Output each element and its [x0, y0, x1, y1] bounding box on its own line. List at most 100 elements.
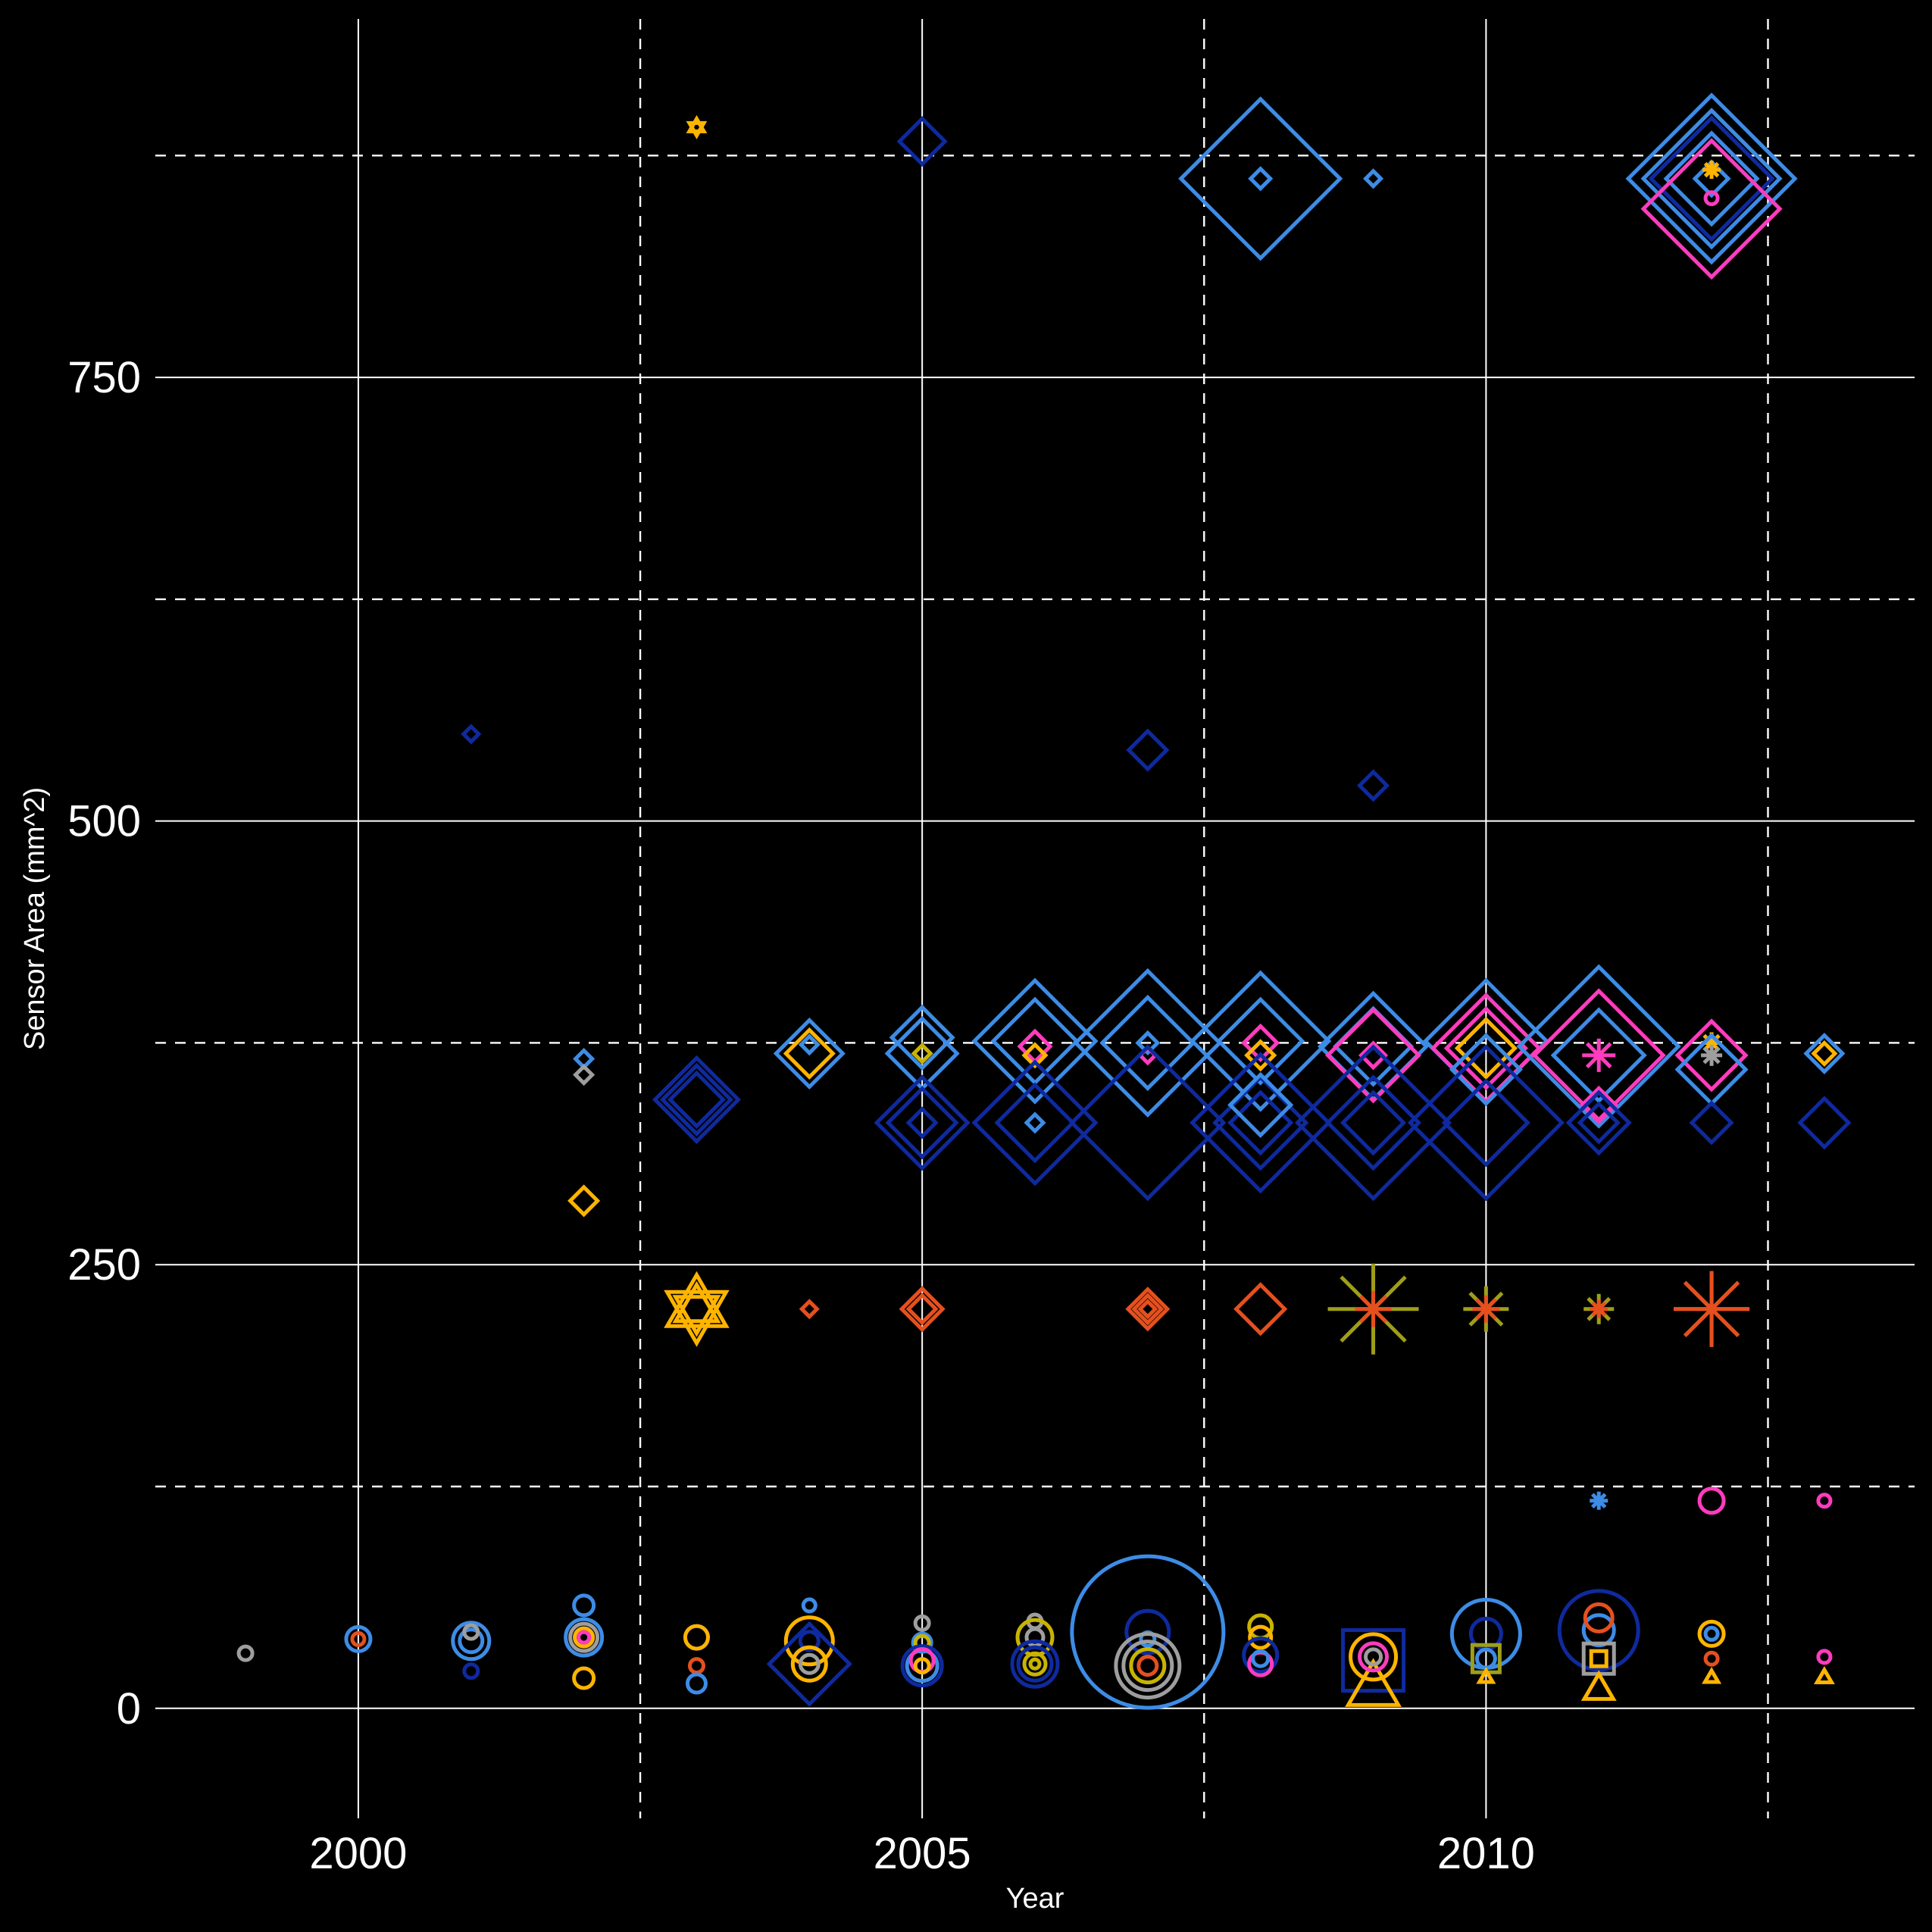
data-point-diamond [1625, 92, 1798, 265]
data-point-diamond [1227, 1071, 1294, 1138]
data-point-circle [564, 1617, 605, 1658]
data-point-circle [1124, 1608, 1171, 1655]
data-point-triangle [1345, 1658, 1402, 1707]
data-point-circle [1703, 1625, 1720, 1642]
data-point-circle [1697, 1619, 1726, 1648]
data-point-diamond [1692, 159, 1731, 199]
data-point-diamond [911, 1042, 933, 1065]
data-point-diamond [659, 1062, 733, 1136]
data-point-diamond [1125, 1286, 1171, 1332]
data-point-diamond [1663, 130, 1760, 227]
data-point-asterisk [1590, 1299, 1608, 1318]
data-point-circle [1703, 190, 1720, 207]
data-point-diamond [1227, 1089, 1294, 1156]
data-point-circle [1114, 1632, 1182, 1700]
data-point-circle [572, 1593, 596, 1618]
data-point-diamond [1449, 1033, 1523, 1107]
data-point-asterisk [1355, 1290, 1392, 1327]
data-point-circle [687, 1657, 705, 1675]
data-point-circle [685, 1672, 708, 1695]
data-point-diamond [1021, 1042, 1049, 1069]
data-point-diamond [899, 1286, 946, 1333]
data-point-diamond [994, 1082, 1076, 1164]
data-point-circle [573, 1626, 596, 1649]
data-point-diamond [1811, 1039, 1838, 1068]
data-point-diamond [1244, 1039, 1277, 1072]
ticks-layer: 2000 2005 2010 0 250 500 750 [67, 353, 1535, 1878]
grid-layer [155, 19, 1915, 1818]
data-point-circle [1251, 1649, 1271, 1668]
data-point-diamond [1640, 108, 1783, 250]
data-point-circle [1557, 1589, 1640, 1672]
data-point-circle [344, 1624, 373, 1653]
data-point-circle [1136, 1655, 1159, 1677]
asterisk-stroke [1590, 1301, 1607, 1318]
data-point-diamond [799, 1299, 820, 1320]
data-point-diamond [1579, 1085, 1618, 1124]
data-point-diamond [1024, 1111, 1046, 1134]
data-point-diamond [1069, 1044, 1227, 1202]
data-point-circle [1022, 1651, 1048, 1677]
data-point-diamond [1135, 1030, 1161, 1055]
data-point-diamond [1099, 994, 1196, 1091]
data-point-circle [1242, 1637, 1280, 1674]
data-point-circle [913, 1614, 931, 1632]
asterisk-stroke [1702, 1046, 1721, 1064]
star-triangle-down [686, 120, 708, 139]
data-point-circle [801, 1597, 818, 1614]
x-tick-label: 2005 [874, 1829, 971, 1878]
data-point-diamond [667, 1070, 726, 1129]
data-point-diamond [1363, 168, 1384, 189]
data-point-diamond [1648, 115, 1775, 242]
data-point-diamond [773, 1017, 846, 1090]
data-point-circle [900, 1644, 944, 1688]
data-point-diamond [766, 1621, 852, 1707]
star-triangle-up [672, 1280, 721, 1324]
data-point-asterisk [1590, 1491, 1608, 1510]
data-point-diamond [889, 1004, 955, 1071]
data-point-diamond [1797, 1096, 1852, 1150]
data-point-circle [462, 1662, 480, 1680]
y-tick-label: 750 [67, 353, 141, 402]
data-point-circle [462, 1623, 480, 1641]
data-point-asterisk [1674, 1271, 1750, 1347]
y-tick-label: 0 [117, 1684, 141, 1733]
x-tick-label: 2000 [309, 1829, 407, 1878]
data-point-diamond [1803, 1032, 1846, 1075]
data-point-asterisk [1582, 1038, 1616, 1072]
data-point-diamond [1441, 1078, 1530, 1168]
data-point-diamond [905, 1106, 939, 1140]
data-point-circle [1816, 1649, 1833, 1665]
asterisk-stroke [1585, 1042, 1612, 1069]
data-point-diamond [798, 1033, 821, 1056]
data-point-diamond [1190, 1052, 1332, 1194]
data-point-diamond [1241, 1023, 1280, 1062]
data-point-circle [458, 1627, 485, 1655]
asterisk-stroke [1703, 161, 1720, 178]
data-point-diamond [573, 1064, 596, 1086]
data-point-diamond [1550, 1007, 1647, 1104]
data-point-diamond [1340, 1089, 1407, 1156]
star-triangle-down [664, 1290, 730, 1347]
data-point-circle [577, 1630, 592, 1645]
y-tick-label: 500 [67, 797, 141, 846]
data-point-circle [1016, 1645, 1054, 1683]
data-point-triangle [1580, 1670, 1617, 1701]
data-point-diamond [1357, 769, 1390, 802]
data-point-triangle [1702, 1666, 1722, 1684]
data-point-diamond [1516, 964, 1681, 1129]
asterisk-stroke [1590, 1493, 1607, 1508]
data-point-square [1341, 1628, 1406, 1693]
data-point-diamond [1190, 970, 1332, 1112]
data-point-diamond [461, 724, 482, 745]
data-point-star6 [672, 1280, 721, 1337]
data-point-diamond [567, 1184, 601, 1218]
data-point-circle [1583, 1602, 1615, 1633]
data-point-circle [1349, 1632, 1399, 1682]
data-point-diamond [1565, 1089, 1632, 1156]
data-point-triangle [1814, 1665, 1835, 1684]
data-point-circle [783, 1615, 835, 1667]
data-point-circle [568, 1621, 600, 1653]
y-tick-label: 250 [67, 1240, 141, 1290]
